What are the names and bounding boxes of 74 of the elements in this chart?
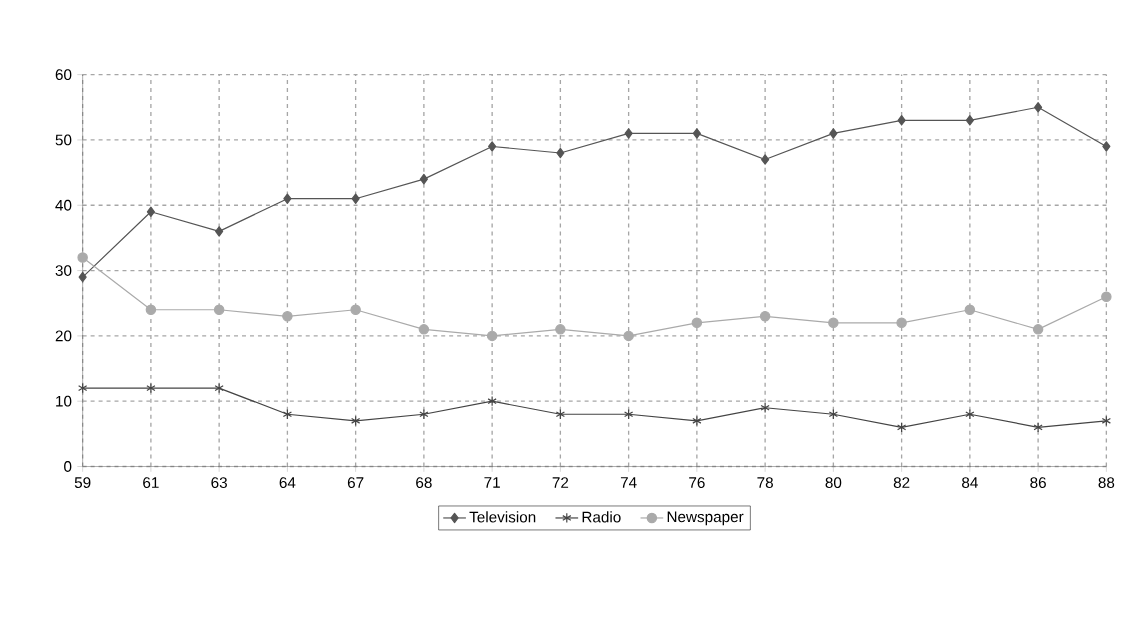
- legend-label: Newspaper: [667, 511, 744, 525]
- x-tick-label: 80: [825, 476, 842, 488]
- point: [692, 415, 702, 426]
- point: [78, 271, 87, 283]
- point: [1101, 291, 1112, 302]
- x-tick-label: 78: [757, 476, 773, 488]
- point: [282, 408, 293, 420]
- point: [829, 127, 838, 139]
- point: [351, 193, 360, 204]
- x-tick-label: 67: [347, 476, 364, 488]
- x-tick-label: 72: [552, 476, 569, 488]
- point: [556, 147, 565, 159]
- x-tick-label: 63: [211, 476, 227, 488]
- x-tick-label: 74: [620, 476, 637, 488]
- point: [623, 330, 634, 341]
- point: [1102, 140, 1111, 152]
- point: [77, 252, 88, 263]
- point: [282, 310, 293, 322]
- point: [1101, 415, 1111, 426]
- point: [692, 127, 701, 139]
- point: [896, 317, 907, 328]
- point: [555, 323, 566, 335]
- x-tick-label: 68: [416, 476, 432, 488]
- point: [897, 114, 906, 126]
- point: [555, 408, 565, 420]
- point: [419, 408, 429, 420]
- point: [146, 382, 156, 394]
- point: [624, 127, 633, 139]
- point: [215, 225, 224, 237]
- point: [624, 408, 634, 420]
- x-tick-label: 88: [1098, 476, 1115, 488]
- legend-label: Television: [469, 511, 536, 523]
- x-tick-label: 61: [143, 476, 159, 488]
- point: [488, 140, 497, 152]
- point: [145, 304, 157, 315]
- point: [965, 408, 975, 420]
- y-tick-label: 20: [55, 330, 72, 342]
- point: [1033, 421, 1043, 433]
- point: [78, 382, 88, 394]
- point: [691, 317, 703, 328]
- point: [419, 173, 428, 185]
- y-tick-label: 10: [56, 395, 72, 407]
- point: [418, 323, 430, 335]
- y-tick-label: 0: [64, 460, 72, 472]
- point: [1032, 323, 1044, 335]
- y-tick-label: 60: [55, 68, 72, 80]
- point: [1034, 101, 1043, 113]
- point: [828, 408, 838, 420]
- x-tick-label: 86: [1030, 476, 1046, 488]
- point: [760, 402, 770, 413]
- point: [965, 114, 974, 126]
- x-tick-label: 71: [484, 476, 500, 488]
- point: [486, 330, 498, 341]
- y-tick-label: 40: [55, 199, 72, 211]
- point: [896, 421, 907, 433]
- x-tick-label: 84: [962, 476, 978, 488]
- point: [214, 382, 224, 394]
- point: [828, 317, 839, 328]
- point: [964, 304, 976, 315]
- y-tick-label: 30: [55, 264, 72, 276]
- x-tick-label: 59: [74, 476, 91, 488]
- point: [759, 310, 771, 322]
- point: [351, 415, 361, 426]
- y-tick-label: 50: [55, 134, 72, 146]
- x-tick-label: 76: [689, 476, 705, 488]
- point: [487, 395, 497, 407]
- point: [350, 304, 361, 315]
- point: [283, 193, 292, 204]
- x-tick-label: 82: [893, 476, 910, 488]
- point: [146, 206, 155, 217]
- point: [761, 154, 770, 165]
- legend-label: Radio: [582, 511, 621, 523]
- point: [213, 304, 225, 315]
- x-tick-label: 64: [279, 476, 296, 488]
